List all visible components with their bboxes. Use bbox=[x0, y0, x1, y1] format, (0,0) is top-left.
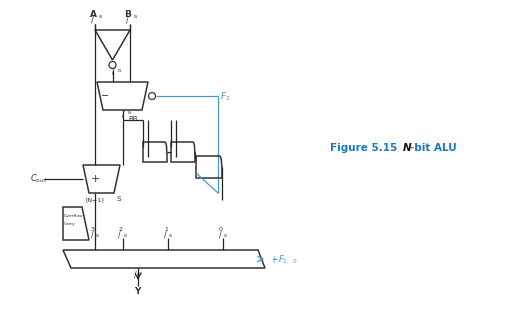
Text: /: / bbox=[126, 15, 128, 24]
Text: /: / bbox=[219, 230, 221, 239]
Text: /: / bbox=[90, 15, 94, 24]
Text: $F_2$: $F_2$ bbox=[220, 91, 230, 103]
Text: 3: 3 bbox=[91, 227, 95, 232]
Text: BB: BB bbox=[128, 116, 138, 122]
Text: Overflow: Overflow bbox=[64, 214, 84, 218]
Text: $C_{out}$: $C_{out}$ bbox=[30, 173, 48, 185]
Text: /: / bbox=[164, 230, 166, 239]
Text: +: + bbox=[91, 174, 100, 184]
Text: $F_{1..0}$: $F_{1..0}$ bbox=[278, 254, 298, 266]
Text: $_N$: $_N$ bbox=[168, 233, 173, 240]
Text: 2: 2 bbox=[119, 227, 123, 232]
Text: B: B bbox=[125, 9, 131, 18]
Text: $_N$: $_N$ bbox=[138, 271, 143, 278]
Text: $\frac{1}{2}$: $\frac{1}{2}$ bbox=[272, 254, 277, 266]
Text: /: / bbox=[122, 109, 125, 118]
Text: N: N bbox=[403, 143, 412, 153]
Text: $_N$: $_N$ bbox=[127, 110, 132, 117]
Text: /: / bbox=[90, 230, 94, 239]
Text: /: / bbox=[134, 270, 136, 279]
Text: 1: 1 bbox=[164, 227, 168, 232]
Text: $_N$: $_N$ bbox=[133, 13, 138, 20]
Text: −: − bbox=[101, 91, 109, 101]
Text: Figure 5.15: Figure 5.15 bbox=[330, 143, 401, 153]
Text: S: S bbox=[116, 196, 121, 202]
Text: $_N$: $_N$ bbox=[123, 233, 127, 240]
Text: /: / bbox=[118, 230, 121, 239]
Text: $_N$: $_N$ bbox=[117, 67, 122, 75]
Text: /: / bbox=[112, 67, 115, 75]
Text: Y: Y bbox=[134, 287, 140, 296]
Text: A: A bbox=[89, 9, 97, 18]
Text: $_N$: $_N$ bbox=[223, 233, 228, 240]
Text: [N−1]: [N−1] bbox=[85, 197, 104, 202]
Text: -bit ALU: -bit ALU bbox=[410, 143, 457, 153]
Text: Carry: Carry bbox=[64, 222, 76, 226]
Text: $_N$: $_N$ bbox=[95, 233, 100, 240]
Text: 0: 0 bbox=[219, 227, 223, 232]
Text: $_N$: $_N$ bbox=[98, 13, 103, 20]
